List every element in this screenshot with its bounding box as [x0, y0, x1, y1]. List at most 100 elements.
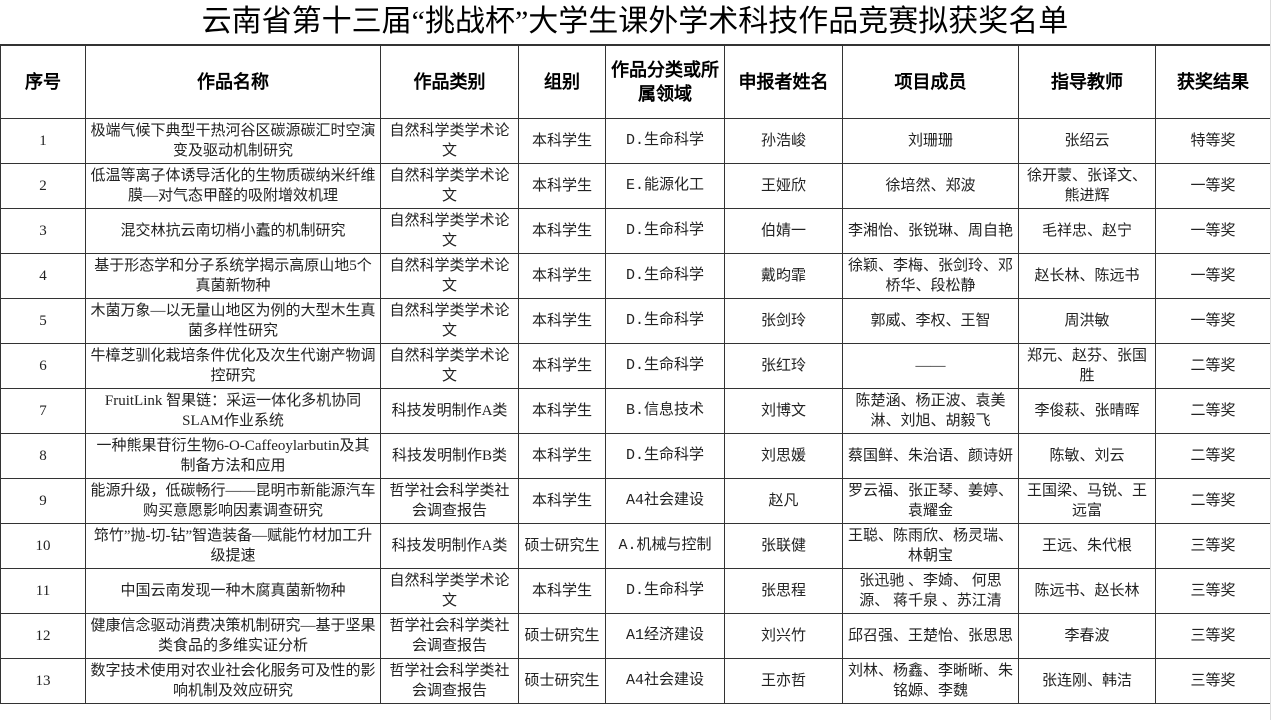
cell-applicant[interactable]: 张思程 — [724, 568, 843, 614]
cell-members[interactable]: 李湘怡、张锐琳、周自艳 — [842, 208, 1019, 254]
cell-group[interactable]: 本科学生 — [518, 568, 606, 614]
cell-applicant[interactable]: 刘兴竹 — [724, 613, 843, 659]
cell-index[interactable]: 10 — [0, 523, 86, 569]
cell-work-name[interactable]: 中国云南发现一种木腐真菌新物种 — [85, 568, 381, 614]
cell-group[interactable]: 本科学生 — [518, 298, 606, 344]
cell-work-category[interactable]: 科技发明制作A类 — [380, 523, 519, 569]
cell-group[interactable]: 硕士研究生 — [518, 613, 606, 659]
cell-group[interactable]: 本科学生 — [518, 343, 606, 389]
cell-field[interactable]: E.能源化工 — [605, 163, 725, 209]
cell-applicant[interactable]: 孙浩峻 — [724, 118, 843, 164]
cell-award[interactable]: 三等奖 — [1155, 523, 1271, 569]
cell-members[interactable]: 徐颖、李梅、张剑玲、邓桥华、段松静 — [842, 253, 1019, 299]
cell-award[interactable]: 一等奖 — [1155, 253, 1271, 299]
cell-applicant[interactable]: 张剑玲 — [724, 298, 843, 344]
cell-members[interactable]: 王聪、陈雨欣、杨灵瑞、林朝宝 — [842, 523, 1019, 569]
cell-group[interactable]: 本科学生 — [518, 388, 606, 434]
cell-applicant[interactable]: 刘博文 — [724, 388, 843, 434]
cell-members[interactable]: 郭威、李权、王智 — [842, 298, 1019, 344]
cell-index[interactable]: 1 — [0, 118, 86, 164]
header-group[interactable]: 组别 — [518, 45, 606, 119]
cell-award[interactable]: 一等奖 — [1155, 208, 1271, 254]
cell-advisor[interactable]: 张连刚、韩洁 — [1018, 658, 1156, 704]
cell-field[interactable]: B.信息技术 — [605, 388, 725, 434]
header-field[interactable]: 作品分类或所属领域 — [605, 45, 725, 119]
cell-members[interactable]: 陈楚涵、杨正波、袁美淋、刘旭、胡毅飞 — [842, 388, 1019, 434]
cell-group[interactable]: 本科学生 — [518, 208, 606, 254]
cell-group[interactable]: 本科学生 — [518, 163, 606, 209]
cell-applicant[interactable]: 张联健 — [724, 523, 843, 569]
cell-applicant[interactable]: 伯婧一 — [724, 208, 843, 254]
cell-work-name[interactable]: 数字技术使用对农业社会化服务可及性的影响机制及效应研究 — [85, 658, 381, 704]
cell-advisor[interactable]: 李春波 — [1018, 613, 1156, 659]
cell-work-name[interactable]: 木菌万象—以无量山地区为例的大型木生真菌多样性研究 — [85, 298, 381, 344]
cell-index[interactable]: 2 — [0, 163, 86, 209]
cell-award[interactable]: 三等奖 — [1155, 613, 1271, 659]
header-index[interactable]: 序号 — [0, 45, 86, 119]
cell-work-name[interactable]: 极端气候下典型干热河谷区碳源碳汇时空演变及驱动机制研究 — [85, 118, 381, 164]
cell-applicant[interactable]: 戴昀霏 — [724, 253, 843, 299]
cell-work-name[interactable]: 基于形态学和分子系统学揭示高原山地5个真菌新物种 — [85, 253, 381, 299]
cell-field[interactable]: A4社会建设 — [605, 658, 725, 704]
cell-field[interactable]: A4社会建设 — [605, 478, 725, 524]
cell-work-category[interactable]: 自然科学类学术论文 — [380, 343, 519, 389]
cell-applicant[interactable]: 刘思媛 — [724, 433, 843, 479]
cell-advisor[interactable]: 郑元、赵芬、张国胜 — [1018, 343, 1156, 389]
cell-work-category[interactable]: 自然科学类学术论文 — [380, 568, 519, 614]
cell-advisor[interactable]: 李俊萩、张晴晖 — [1018, 388, 1156, 434]
cell-work-category[interactable]: 哲学社会科学类社会调查报告 — [380, 658, 519, 704]
cell-members[interactable]: —— — [842, 343, 1019, 389]
cell-award[interactable]: 二等奖 — [1155, 433, 1271, 479]
cell-index[interactable]: 4 — [0, 253, 86, 299]
cell-work-category[interactable]: 科技发明制作B类 — [380, 433, 519, 479]
cell-index[interactable]: 3 — [0, 208, 86, 254]
cell-index[interactable]: 12 — [0, 613, 86, 659]
header-work-category[interactable]: 作品类别 — [380, 45, 519, 119]
cell-work-category[interactable]: 自然科学类学术论文 — [380, 118, 519, 164]
cell-group[interactable]: 本科学生 — [518, 253, 606, 299]
cell-applicant[interactable]: 王娅欣 — [724, 163, 843, 209]
cell-index[interactable]: 7 — [0, 388, 86, 434]
cell-index[interactable]: 6 — [0, 343, 86, 389]
cell-applicant[interactable]: 赵凡 — [724, 478, 843, 524]
cell-work-category[interactable]: 自然科学类学术论文 — [380, 163, 519, 209]
cell-award[interactable]: 二等奖 — [1155, 478, 1271, 524]
cell-index[interactable]: 8 — [0, 433, 86, 479]
cell-work-category[interactable]: 自然科学类学术论文 — [380, 208, 519, 254]
cell-members[interactable]: 邱召强、王楚怡、张思思 — [842, 613, 1019, 659]
cell-advisor[interactable]: 周洪敏 — [1018, 298, 1156, 344]
cell-field[interactable]: D.生命科学 — [605, 208, 725, 254]
cell-work-name[interactable]: 低温等离子体诱导活化的生物质碳纳米纤维膜—对气态甲醛的吸附增效机理 — [85, 163, 381, 209]
cell-field[interactable]: D.生命科学 — [605, 253, 725, 299]
cell-group[interactable]: 硕士研究生 — [518, 523, 606, 569]
cell-group[interactable]: 本科学生 — [518, 118, 606, 164]
cell-work-name[interactable]: 牛樟芝驯化栽培条件优化及次生代谢产物调控研究 — [85, 343, 381, 389]
cell-advisor[interactable]: 陈远书、赵长林 — [1018, 568, 1156, 614]
cell-applicant[interactable]: 王亦哲 — [724, 658, 843, 704]
cell-group[interactable]: 硕士研究生 — [518, 658, 606, 704]
cell-advisor[interactable]: 王国梁、马锐、王远富 — [1018, 478, 1156, 524]
cell-work-name[interactable]: 能源升级，低碳畅行——昆明市新能源汽车购买意愿影响因素调查研究 — [85, 478, 381, 524]
cell-index[interactable]: 13 — [0, 658, 86, 704]
cell-advisor[interactable]: 陈敏、刘云 — [1018, 433, 1156, 479]
cell-field[interactable]: D.生命科学 — [605, 298, 725, 344]
cell-work-name[interactable]: 健康信念驱动消费决策机制研究—基于坚果类食品的多维实证分析 — [85, 613, 381, 659]
cell-award[interactable]: 特等奖 — [1155, 118, 1271, 164]
header-members[interactable]: 项目成员 — [842, 45, 1019, 119]
cell-advisor[interactable]: 张绍云 — [1018, 118, 1156, 164]
cell-index[interactable]: 11 — [0, 568, 86, 614]
cell-work-name[interactable]: 筇竹”抛-切-钻”智造装备—赋能竹材加工升级提速 — [85, 523, 381, 569]
cell-index[interactable]: 5 — [0, 298, 86, 344]
cell-advisor[interactable]: 赵长林、陈远书 — [1018, 253, 1156, 299]
header-award[interactable]: 获奖结果 — [1155, 45, 1271, 119]
cell-advisor[interactable]: 王远、朱代根 — [1018, 523, 1156, 569]
cell-field[interactable]: A.机械与控制 — [605, 523, 725, 569]
cell-work-category[interactable]: 哲学社会科学类社会调查报告 — [380, 478, 519, 524]
cell-award[interactable]: 一等奖 — [1155, 163, 1271, 209]
cell-group[interactable]: 本科学生 — [518, 478, 606, 524]
header-advisor[interactable]: 指导教师 — [1018, 45, 1156, 119]
cell-award[interactable]: 三等奖 — [1155, 658, 1271, 704]
cell-award[interactable]: 三等奖 — [1155, 568, 1271, 614]
cell-field[interactable]: D.生命科学 — [605, 568, 725, 614]
header-applicant[interactable]: 申报者姓名 — [724, 45, 843, 119]
